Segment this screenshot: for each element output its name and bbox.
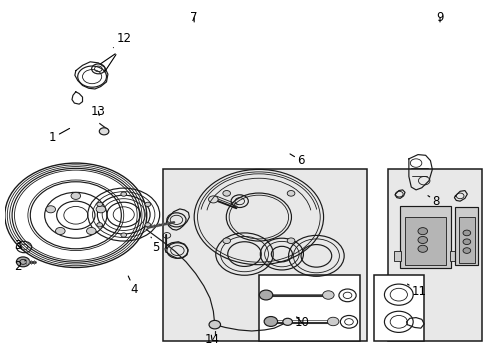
Circle shape <box>282 318 292 325</box>
Text: 4: 4 <box>128 276 138 296</box>
Circle shape <box>144 202 150 207</box>
Bar <box>387 170 481 341</box>
Circle shape <box>208 196 218 203</box>
Circle shape <box>46 206 56 213</box>
Text: 12: 12 <box>113 32 131 48</box>
Circle shape <box>286 238 294 244</box>
Bar <box>373 275 424 341</box>
Bar <box>394 251 400 261</box>
Circle shape <box>96 206 105 213</box>
Circle shape <box>286 190 294 196</box>
Circle shape <box>417 237 427 243</box>
Circle shape <box>462 248 470 253</box>
Text: 3: 3 <box>15 239 22 252</box>
Circle shape <box>121 233 126 237</box>
Circle shape <box>97 202 102 207</box>
Circle shape <box>56 228 65 234</box>
Bar <box>454 207 477 265</box>
Circle shape <box>86 228 96 234</box>
Circle shape <box>417 245 427 252</box>
Circle shape <box>144 223 150 227</box>
Text: 11: 11 <box>407 284 426 298</box>
Text: 2: 2 <box>15 260 26 273</box>
Text: 5: 5 <box>151 237 159 253</box>
Bar <box>163 170 366 341</box>
Text: 1: 1 <box>49 129 69 144</box>
Circle shape <box>327 317 338 326</box>
Circle shape <box>121 192 126 196</box>
Bar <box>258 275 359 341</box>
Text: 6: 6 <box>289 154 304 167</box>
Text: 13: 13 <box>91 105 105 118</box>
Circle shape <box>462 230 470 236</box>
Text: 10: 10 <box>294 316 309 329</box>
Circle shape <box>223 238 230 244</box>
Text: 9: 9 <box>435 11 443 24</box>
Text: 8: 8 <box>427 195 439 208</box>
Bar <box>399 207 449 268</box>
Bar <box>458 217 473 263</box>
Circle shape <box>462 239 470 244</box>
Text: 14: 14 <box>204 333 219 346</box>
Circle shape <box>264 316 277 327</box>
Circle shape <box>223 190 230 196</box>
Text: 7: 7 <box>190 11 198 24</box>
Circle shape <box>322 291 333 299</box>
Bar <box>404 217 445 265</box>
Circle shape <box>97 223 102 227</box>
Circle shape <box>259 290 272 300</box>
Circle shape <box>208 320 220 329</box>
Circle shape <box>71 192 81 199</box>
Circle shape <box>417 228 427 235</box>
Bar <box>448 251 455 261</box>
Circle shape <box>17 257 30 267</box>
Circle shape <box>99 128 109 135</box>
